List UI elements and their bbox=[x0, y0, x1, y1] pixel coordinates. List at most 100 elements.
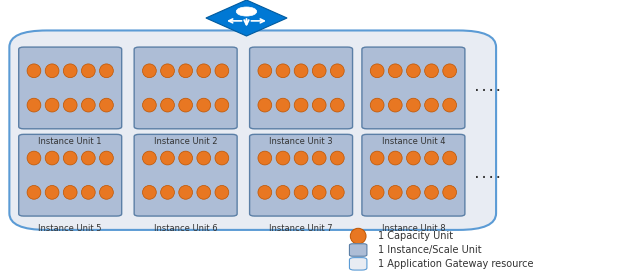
Ellipse shape bbox=[142, 151, 156, 165]
Ellipse shape bbox=[63, 98, 77, 112]
Ellipse shape bbox=[294, 186, 308, 199]
Ellipse shape bbox=[276, 98, 290, 112]
Ellipse shape bbox=[178, 98, 193, 112]
Ellipse shape bbox=[276, 151, 290, 165]
Ellipse shape bbox=[63, 64, 77, 78]
Ellipse shape bbox=[370, 98, 384, 112]
Ellipse shape bbox=[388, 64, 402, 78]
FancyBboxPatch shape bbox=[250, 134, 353, 216]
FancyBboxPatch shape bbox=[349, 258, 367, 270]
Ellipse shape bbox=[215, 64, 229, 78]
Ellipse shape bbox=[313, 151, 326, 165]
FancyBboxPatch shape bbox=[250, 47, 353, 129]
Ellipse shape bbox=[331, 151, 344, 165]
FancyBboxPatch shape bbox=[349, 244, 367, 256]
Ellipse shape bbox=[425, 64, 439, 78]
Ellipse shape bbox=[294, 98, 308, 112]
Ellipse shape bbox=[82, 186, 95, 199]
Ellipse shape bbox=[443, 151, 457, 165]
Ellipse shape bbox=[27, 64, 41, 78]
Ellipse shape bbox=[425, 98, 439, 112]
Ellipse shape bbox=[294, 64, 308, 78]
Ellipse shape bbox=[142, 98, 156, 112]
Ellipse shape bbox=[82, 98, 95, 112]
Ellipse shape bbox=[313, 98, 326, 112]
Text: Instance Unit 8: Instance Unit 8 bbox=[382, 224, 445, 233]
FancyBboxPatch shape bbox=[362, 134, 465, 216]
Ellipse shape bbox=[100, 64, 114, 78]
Ellipse shape bbox=[406, 151, 421, 165]
Ellipse shape bbox=[45, 186, 59, 199]
Ellipse shape bbox=[100, 151, 114, 165]
Ellipse shape bbox=[82, 64, 95, 78]
Ellipse shape bbox=[331, 64, 344, 78]
Ellipse shape bbox=[160, 64, 174, 78]
Ellipse shape bbox=[142, 186, 156, 199]
Ellipse shape bbox=[100, 98, 114, 112]
Ellipse shape bbox=[443, 64, 457, 78]
Ellipse shape bbox=[425, 151, 439, 165]
Ellipse shape bbox=[197, 151, 211, 165]
Ellipse shape bbox=[276, 186, 290, 199]
FancyBboxPatch shape bbox=[134, 47, 237, 129]
Ellipse shape bbox=[142, 64, 156, 78]
Ellipse shape bbox=[258, 64, 271, 78]
Ellipse shape bbox=[160, 98, 174, 112]
Ellipse shape bbox=[63, 151, 77, 165]
Text: 1 Application Gateway resource: 1 Application Gateway resource bbox=[378, 259, 533, 269]
Ellipse shape bbox=[313, 186, 326, 199]
Ellipse shape bbox=[258, 186, 271, 199]
Circle shape bbox=[236, 7, 256, 16]
Ellipse shape bbox=[27, 151, 41, 165]
Ellipse shape bbox=[45, 98, 59, 112]
Ellipse shape bbox=[406, 186, 421, 199]
Ellipse shape bbox=[258, 151, 271, 165]
FancyBboxPatch shape bbox=[362, 47, 465, 129]
FancyBboxPatch shape bbox=[9, 30, 496, 230]
Ellipse shape bbox=[388, 98, 402, 112]
Text: Instance Unit 1: Instance Unit 1 bbox=[39, 137, 102, 146]
Ellipse shape bbox=[100, 186, 114, 199]
Text: Instance Unit 6: Instance Unit 6 bbox=[154, 224, 217, 233]
Ellipse shape bbox=[406, 98, 421, 112]
Text: . . . .: . . . . bbox=[475, 170, 500, 180]
Ellipse shape bbox=[331, 186, 344, 199]
Text: 1 Capacity Unit: 1 Capacity Unit bbox=[378, 231, 452, 241]
Ellipse shape bbox=[276, 64, 290, 78]
Ellipse shape bbox=[63, 186, 77, 199]
Ellipse shape bbox=[197, 98, 211, 112]
Ellipse shape bbox=[294, 151, 308, 165]
Text: Instance Unit 7: Instance Unit 7 bbox=[270, 224, 333, 233]
Ellipse shape bbox=[82, 151, 95, 165]
Ellipse shape bbox=[370, 151, 384, 165]
Ellipse shape bbox=[215, 98, 229, 112]
Ellipse shape bbox=[443, 98, 457, 112]
FancyBboxPatch shape bbox=[19, 134, 122, 216]
Ellipse shape bbox=[178, 186, 193, 199]
Ellipse shape bbox=[370, 64, 384, 78]
Ellipse shape bbox=[160, 186, 174, 199]
Ellipse shape bbox=[313, 64, 326, 78]
Ellipse shape bbox=[370, 186, 384, 199]
Ellipse shape bbox=[45, 64, 59, 78]
Ellipse shape bbox=[350, 228, 366, 244]
Ellipse shape bbox=[425, 186, 439, 199]
Ellipse shape bbox=[215, 186, 229, 199]
Text: Instance Unit 4: Instance Unit 4 bbox=[382, 137, 445, 146]
Ellipse shape bbox=[388, 186, 402, 199]
Ellipse shape bbox=[258, 98, 271, 112]
Ellipse shape bbox=[197, 64, 211, 78]
Ellipse shape bbox=[27, 98, 41, 112]
Ellipse shape bbox=[388, 151, 402, 165]
Text: Instance Unit 3: Instance Unit 3 bbox=[270, 137, 333, 146]
Text: Instance Unit 2: Instance Unit 2 bbox=[154, 137, 217, 146]
Ellipse shape bbox=[443, 186, 457, 199]
Ellipse shape bbox=[45, 151, 59, 165]
Ellipse shape bbox=[160, 151, 174, 165]
Text: Instance Unit 5: Instance Unit 5 bbox=[39, 224, 102, 233]
Polygon shape bbox=[206, 0, 287, 36]
Ellipse shape bbox=[331, 98, 344, 112]
Ellipse shape bbox=[215, 151, 229, 165]
Text: 1 Instance/Scale Unit: 1 Instance/Scale Unit bbox=[378, 245, 481, 255]
Ellipse shape bbox=[27, 186, 41, 199]
